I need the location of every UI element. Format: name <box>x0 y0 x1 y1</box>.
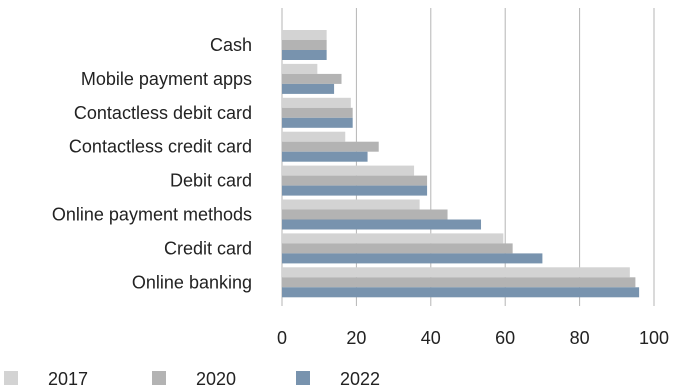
bar-credit-card-2017 <box>282 233 504 244</box>
bar-debit-card-2022 <box>282 185 428 196</box>
bar-online-payment-methods-2022 <box>282 219 482 230</box>
category-label-mobile-payment-apps: Mobile payment apps <box>81 69 252 89</box>
legend-label-2022: 2022 <box>340 369 380 389</box>
category-label-online-payment-methods: Online payment methods <box>52 205 252 225</box>
bar-cash-2022 <box>282 50 327 60</box>
bar-credit-card-2022 <box>282 253 543 264</box>
legend: 2017 2020 2022 <box>4 369 380 389</box>
x-tick-labels: 0 20 40 60 80 100 <box>277 328 669 348</box>
bar-online-banking-2020 <box>282 277 636 288</box>
category-label-debit-card: Debit card <box>170 171 252 191</box>
category-label-contactless-credit-card: Contactless credit card <box>69 137 252 157</box>
legend-swatch-2022 <box>296 371 310 385</box>
bar-online-payment-methods-2017 <box>282 199 420 210</box>
category-label-contactless-debit-card: Contactless debit card <box>74 103 252 123</box>
legend-label-2020: 2020 <box>196 369 236 389</box>
legend-swatch-2020 <box>152 371 166 385</box>
bar-contactless-credit-card-2017 <box>282 131 346 142</box>
category-labels: Cash Mobile payment apps Contactless debit… <box>52 35 252 292</box>
bar-online-banking-2017 <box>282 267 630 278</box>
category-label-credit-card: Credit card <box>164 238 252 258</box>
bar-contactless-debit-card-2017 <box>282 97 351 108</box>
bar-cash-2017 <box>282 30 327 40</box>
bar-mobile-payment-apps-2022 <box>282 83 335 94</box>
x-tick-label-60: 60 <box>495 328 515 348</box>
x-tick-label-20: 20 <box>346 328 366 348</box>
bar-mobile-payment-apps-2020 <box>282 73 342 84</box>
bar-contactless-debit-card-2020 <box>282 107 353 118</box>
bar-online-banking-2022 <box>282 287 640 298</box>
legend-swatch-2017 <box>4 371 18 385</box>
legend-label-2017: 2017 <box>48 369 88 389</box>
x-tick-label-0: 0 <box>277 328 287 348</box>
bar-mobile-payment-apps-2017 <box>282 63 318 74</box>
bar-contactless-debit-card-2022 <box>282 117 353 128</box>
bar-contactless-credit-card-2020 <box>282 141 379 152</box>
bar-debit-card-2017 <box>282 165 415 176</box>
x-tick-label-80: 80 <box>570 328 590 348</box>
bars <box>282 30 640 298</box>
category-label-online-banking: Online banking <box>132 272 252 292</box>
bar-contactless-credit-card-2022 <box>282 151 368 162</box>
bar-online-payment-methods-2020 <box>282 209 448 220</box>
bar-cash-2020 <box>282 40 327 50</box>
bar-credit-card-2020 <box>282 243 513 254</box>
category-label-cash: Cash <box>210 35 252 55</box>
x-tick-label-100: 100 <box>639 328 669 348</box>
x-tick-label-40: 40 <box>421 328 441 348</box>
bar-debit-card-2020 <box>282 175 428 186</box>
